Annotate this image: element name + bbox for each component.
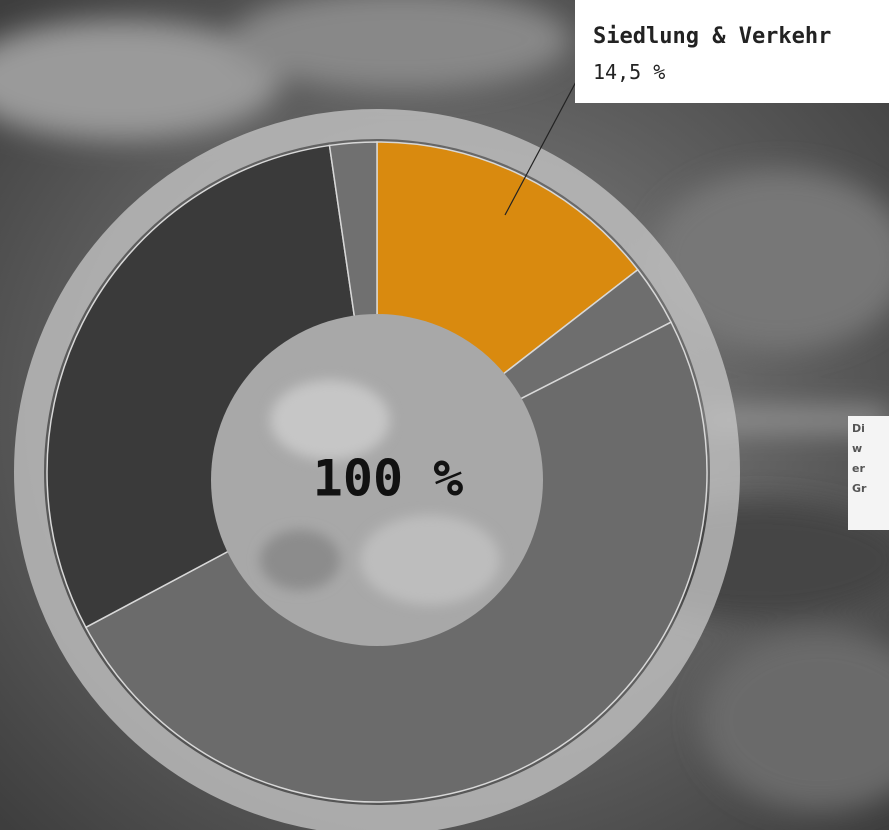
segment-value-label: 14,5 %: [593, 60, 665, 84]
hole-photo: [260, 380, 500, 605]
side-text: Di: [852, 422, 865, 435]
segment-label: Siedlung & Verkehr: [593, 24, 831, 49]
side-text: Gr: [852, 482, 867, 495]
side-text: w: [852, 442, 862, 455]
label-box: [575, 0, 889, 103]
side-panel: [848, 416, 889, 530]
outer-ring: [14, 109, 740, 830]
side-text: er: [852, 462, 865, 475]
background-photo: [0, 0, 889, 810]
center-label: 100 %: [313, 450, 464, 508]
leader-line: [504, 77, 579, 216]
